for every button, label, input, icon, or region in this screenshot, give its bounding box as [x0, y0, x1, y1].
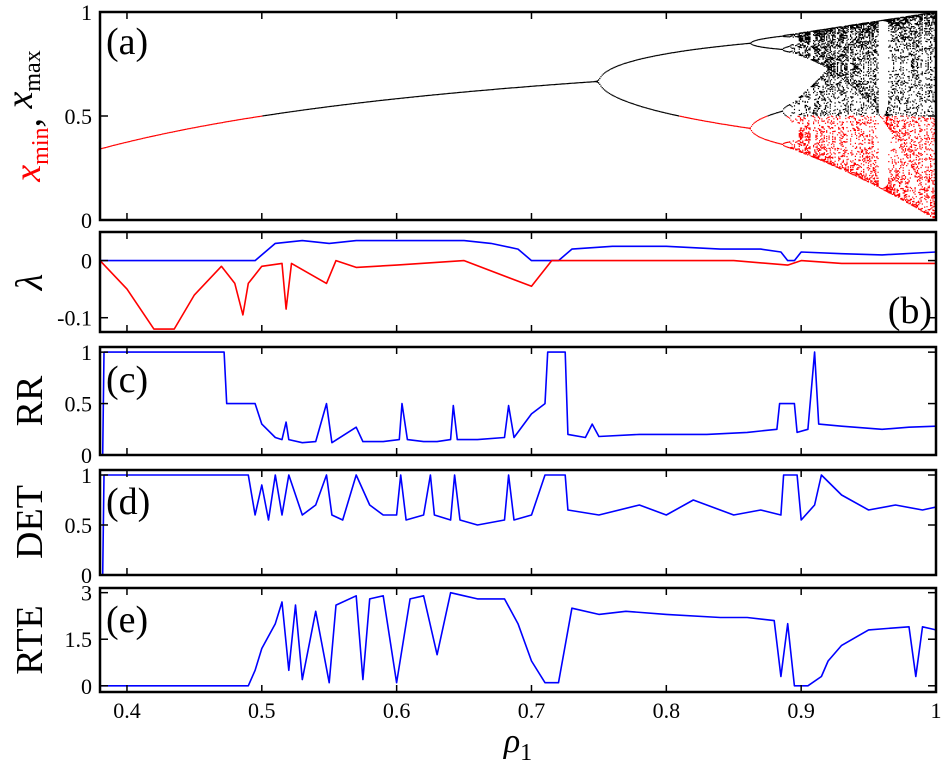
y-tick-label: 1 — [81, 340, 92, 365]
x-tick-label: 0.8 — [653, 698, 681, 723]
x-tick-label: 0.5 — [248, 698, 276, 723]
x-tick-label: 0.9 — [787, 698, 815, 723]
series-line — [100, 351, 936, 455]
ylabel-part: x — [7, 165, 49, 183]
panel-a-ylabel: xmin, xmax — [0, 50, 54, 182]
rr-curve — [100, 351, 936, 455]
series-line — [100, 474, 936, 575]
panel-e-ylabel: RTE — [9, 605, 51, 675]
panel-a: 00.51 (a) xmin, xmax — [0, 0, 938, 233]
y-tick-label: 0 — [81, 443, 92, 468]
panel-c-ticks: 00.51 — [65, 340, 937, 468]
series-line — [100, 259, 936, 330]
y-tick-label: 1.5 — [65, 627, 93, 652]
lyapunov-curves — [100, 239, 936, 330]
y-tick-label: 1 — [81, 0, 92, 25]
panel-e-label: (e) — [106, 599, 148, 641]
series-line — [100, 239, 936, 262]
x-axis-label: ρ1 — [503, 723, 532, 760]
y-tick-label: 0 — [81, 208, 92, 233]
panel-b-label: (b) — [888, 290, 932, 332]
y-tick-label: 0 — [81, 674, 92, 699]
y-tick-label: 0.5 — [65, 513, 93, 538]
x-min-points — [100, 115, 936, 220]
x-max-points — [262, 12, 936, 117]
x-axis-label-main: ρ — [503, 723, 520, 760]
x-tick-label: 0.7 — [518, 698, 546, 723]
y-tick-label: 0 — [81, 563, 92, 588]
series-line — [100, 591, 936, 687]
x-axis-ticks: 0.4 0.5 0.6 0.7 0.8 0.9 1 — [113, 698, 941, 723]
panel-a-frame — [98, 10, 938, 222]
panel-e-frame — [98, 586, 938, 694]
panel-d-ticks: 00.51 — [65, 463, 937, 588]
panel-d: 00.51 (d) DET — [9, 463, 938, 588]
panel-a-label: (a) — [106, 21, 148, 63]
panel-b-ylabel: λ — [9, 274, 51, 291]
ylabel-part: , — [7, 108, 49, 127]
panel-c: 00.51 (c) RR — [9, 340, 938, 468]
panel-c-frame — [98, 345, 938, 457]
panel-c-label: (c) — [106, 359, 148, 401]
panel-b-ticks: 0 -0.1 — [57, 232, 937, 332]
x-axis-label-sub: 1 — [520, 740, 532, 760]
panel-b: 0 -0.1 (b) λ — [9, 230, 938, 334]
panel-b-frame — [98, 230, 938, 334]
y-tick-label: 1 — [81, 463, 92, 488]
y-tick-label: 0.5 — [65, 104, 93, 129]
x-tick-label: 0.4 — [113, 698, 141, 723]
ylabel-subscript: min — [28, 127, 54, 164]
y-tick-label: 0.5 — [65, 392, 93, 417]
ylabel-subscript: max — [20, 50, 46, 91]
panel-c-ylabel: RR — [9, 375, 51, 426]
panel-d-frame — [98, 468, 938, 577]
panel-d-label: (d) — [106, 481, 150, 523]
y-tick-label: 0 — [81, 249, 92, 274]
panel-d-ylabel: DET — [9, 485, 51, 559]
bifurcation-points — [100, 12, 936, 220]
x-tick-label: 1 — [931, 698, 942, 723]
det-curve — [100, 474, 936, 575]
x-tick-label: 0.6 — [383, 698, 411, 723]
ylabel-part: x — [0, 91, 41, 109]
rte-curve — [100, 591, 936, 687]
panel-e: 0 1.5 3 (e) RTE — [9, 581, 938, 699]
y-tick-label: -0.1 — [57, 306, 92, 331]
y-tick-label: 3 — [81, 581, 92, 606]
